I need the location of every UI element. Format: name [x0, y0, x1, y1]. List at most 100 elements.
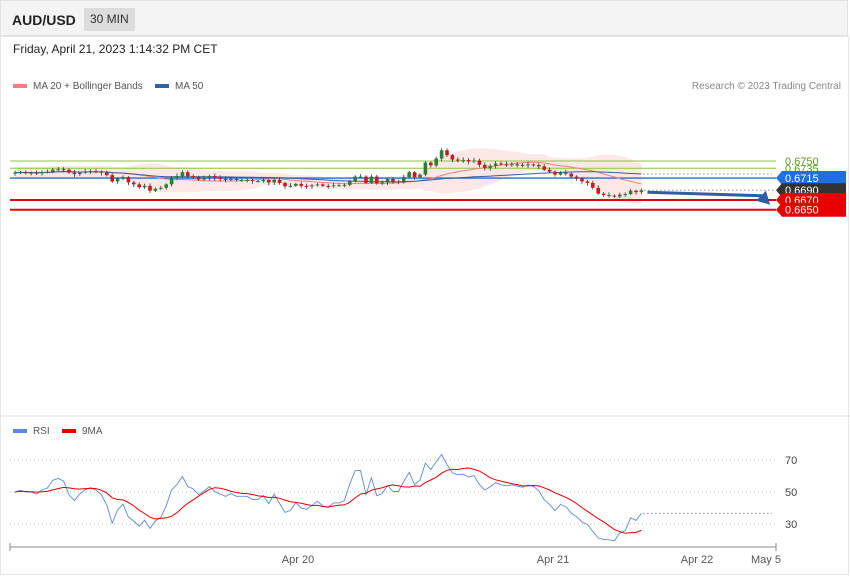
candle: [591, 180, 595, 190]
candle-body: [272, 179, 276, 183]
candle: [267, 178, 271, 186]
rsi-ma-line: [14, 467, 642, 534]
candle-body: [607, 195, 611, 197]
candle: [34, 170, 39, 175]
x-tick-label: Apr 21: [537, 554, 569, 566]
candle-body: [256, 180, 260, 182]
candle-body: [564, 172, 568, 174]
candle: [445, 148, 449, 157]
candle: [580, 177, 584, 184]
rsi-tick-label: 70: [785, 455, 797, 467]
candle-body: [450, 155, 455, 160]
candle-body: [353, 176, 357, 181]
candle-body: [207, 176, 212, 179]
candle-body: [618, 194, 622, 197]
candle: [83, 168, 87, 175]
candle: [412, 171, 417, 180]
legend-9ma-label: 9MA: [82, 426, 103, 437]
forecast-arrow: [647, 190, 763, 198]
candle: [553, 170, 557, 177]
candle: [99, 170, 104, 176]
candle: [402, 174, 406, 184]
x-tick-label: Apr 22: [681, 554, 713, 566]
candle: [520, 162, 525, 168]
candle-body: [461, 160, 465, 162]
candle-body: [612, 195, 617, 197]
candle: [45, 169, 50, 174]
candle-body: [623, 194, 627, 196]
candle: [326, 183, 330, 189]
candle-body: [229, 179, 233, 181]
candle: [78, 171, 82, 176]
candle-body: [537, 164, 541, 167]
ma20-swatch: [13, 84, 27, 89]
candle-body: [472, 160, 476, 162]
legend-rsi-label: RSI: [33, 426, 50, 437]
candle-body: [218, 178, 222, 180]
candle: [234, 177, 239, 182]
candle: [288, 183, 293, 188]
candle-body: [434, 158, 438, 166]
candle: [477, 158, 482, 168]
candle-body: [191, 176, 195, 178]
candle: [499, 161, 503, 166]
candle: [272, 178, 276, 186]
candle-body: [126, 177, 131, 183]
ma50-line: [14, 171, 642, 183]
candle: [466, 158, 471, 165]
candle: [153, 187, 158, 193]
candle-body: [429, 162, 433, 166]
candle: [380, 180, 384, 186]
support-price-tag: [776, 202, 846, 217]
timeframe-button[interactable]: 30 MIN: [84, 8, 135, 31]
candle: [72, 169, 77, 178]
candle-body: [137, 184, 141, 188]
candle-body: [110, 175, 114, 182]
chart-header: AUD/USD 30 MIN: [0, 0, 848, 36]
candle: [418, 173, 422, 179]
candle-body: [510, 164, 514, 166]
candle: [202, 175, 206, 181]
candle-body: [213, 176, 217, 179]
candle: [196, 175, 201, 181]
legend-ma20-label: MA 20 + Bollinger Bands: [33, 81, 143, 92]
candle-body: [407, 172, 411, 178]
candle-body: [29, 172, 33, 174]
candle: [564, 169, 568, 176]
candle: [277, 177, 282, 185]
candle: [121, 175, 125, 181]
candle: [148, 183, 152, 193]
candle: [229, 176, 233, 182]
candle: [542, 164, 546, 172]
candle-body: [132, 182, 136, 185]
candle: [115, 177, 120, 184]
candle: [558, 171, 563, 176]
candle-body: [364, 176, 368, 183]
candle: [348, 179, 352, 187]
candle-body: [83, 171, 87, 173]
candle: [483, 162, 487, 171]
candle: [321, 183, 325, 187]
candle-body: [99, 171, 104, 173]
candle-body: [531, 164, 536, 166]
candle-body: [310, 185, 314, 187]
timestamp: Friday, April 21, 2023 1:14:32 PM CET: [13, 42, 218, 56]
candle-body: [493, 163, 498, 166]
candle-body: [294, 183, 298, 186]
candle: [218, 175, 222, 182]
candle-body: [321, 184, 325, 186]
candle: [623, 192, 627, 197]
candle: [596, 185, 600, 195]
candle: [299, 181, 303, 189]
candle-body: [515, 164, 519, 166]
candle: [88, 169, 93, 174]
candle: [434, 156, 438, 168]
rsi-line: [14, 453, 642, 542]
candle-body: [142, 185, 147, 188]
candle: [396, 179, 401, 185]
candle-body: [348, 180, 352, 185]
candle: [461, 157, 465, 163]
candle: [607, 192, 611, 198]
candle: [634, 189, 638, 195]
